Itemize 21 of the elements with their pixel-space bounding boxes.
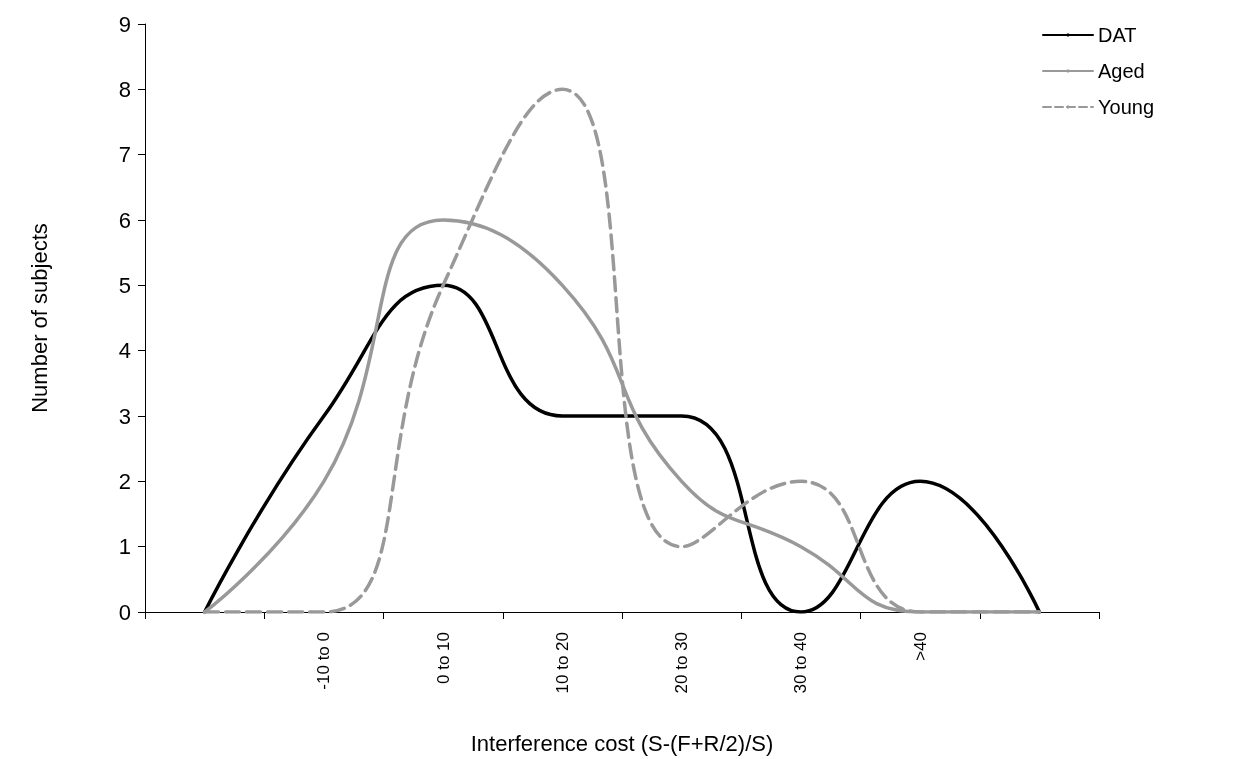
y-tick-label: 9: [118, 11, 131, 37]
y-tick-label: 3: [118, 403, 131, 429]
legend-label: DAT: [1098, 24, 1137, 46]
y-tick-label: 2: [118, 468, 131, 494]
x-tick-label: -10 to 0: [314, 632, 334, 690]
y-axis-title: Number of subjects: [26, 223, 52, 413]
x-axis-title: Interference cost (S-(F+R/2)/S): [470, 730, 774, 756]
x-tick-label: >40: [910, 632, 930, 661]
x-tick-label: 30 to 40: [791, 632, 811, 694]
y-tick-label: 6: [118, 207, 131, 233]
legend-label: Aged: [1098, 60, 1145, 82]
y-tick-label: 1: [118, 534, 131, 560]
x-tick-label: 10 to 20: [552, 632, 572, 694]
y-tick-label: 7: [118, 142, 131, 168]
y-tick-label: 4: [118, 338, 131, 364]
y-tick-label: 0: [118, 599, 131, 625]
legend-label: Young: [1098, 96, 1154, 118]
y-tick-label: 5: [118, 272, 131, 298]
x-tick-label: 20 to 30: [672, 632, 692, 694]
x-tick-label: 0 to 10: [433, 632, 453, 684]
y-tick-label: 8: [118, 76, 131, 102]
